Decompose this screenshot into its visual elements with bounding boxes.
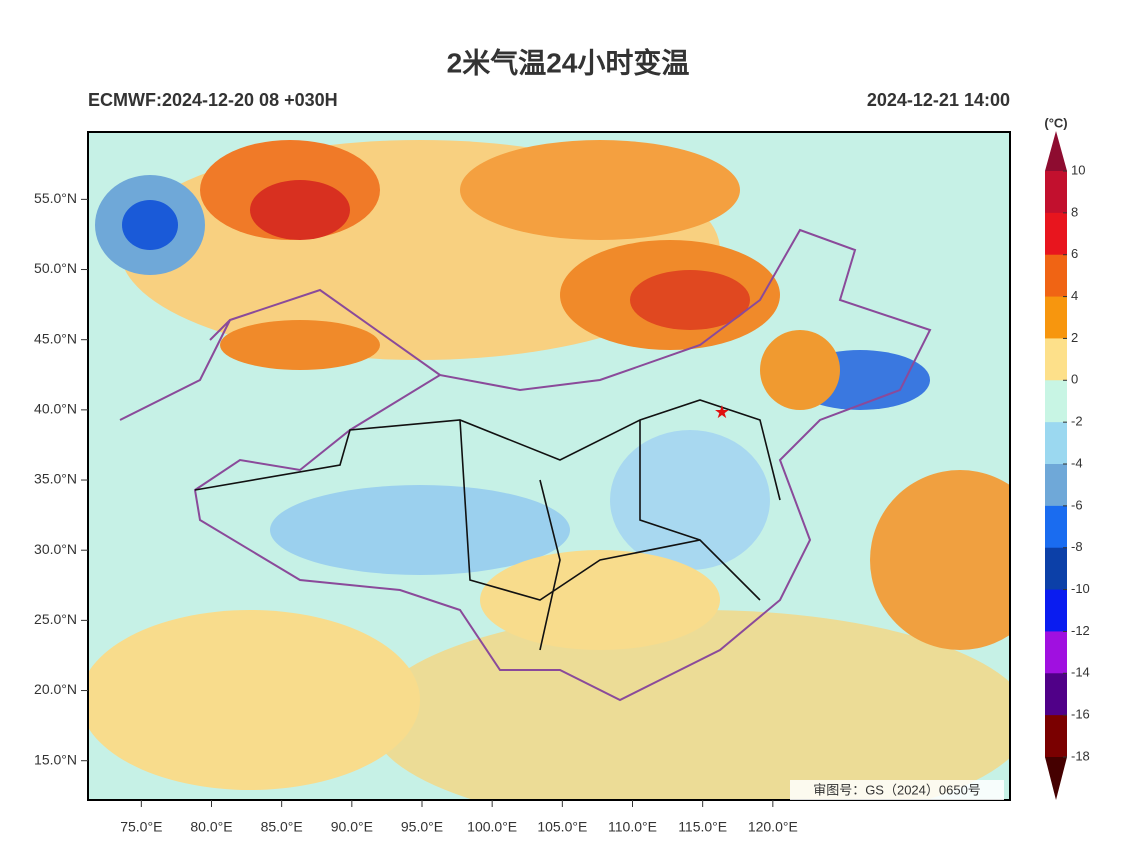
colorbar-segment [1045,505,1067,549]
colorbar-label: -16 [1071,707,1090,722]
review-box [790,780,1004,800]
colorbar-label: 10 [1071,162,1085,177]
colorbar-label: -6 [1071,497,1083,512]
review-number: 审图号：GS（2024）0650号 [813,782,981,797]
lon-tick-label: 80.0°E [190,819,232,835]
colorbar-label: -8 [1071,539,1083,554]
title: 2米气温24小时变温 [447,46,690,78]
subtitle-left: ECMWF:2024-12-20 08 +030H [88,90,338,110]
colorbar-segment [1045,631,1067,674]
lat-tick-label: 30.0°N [34,541,77,557]
lat-tick-label: 35.0°N [34,471,77,487]
lat-tick-label: 20.0°N [34,681,77,697]
colorbar-segment [1045,589,1067,632]
lon-tick-label: 110.0°E [608,819,657,835]
colorbar-unit: (°C) [1044,115,1067,130]
lat-tick-label: 50.0°N [34,260,77,276]
colorbar-segment [1045,338,1067,381]
colorbar-label: -14 [1071,665,1090,680]
colorbar-label: -12 [1071,623,1090,638]
subtitle-right: 2024-12-21 14:00 [867,90,1010,110]
colorbar-label: 4 [1071,288,1078,303]
colorbar-segment [1045,212,1067,256]
colorbar-label: -4 [1071,455,1083,470]
capital-marker: ★ [714,402,730,422]
lat-tick-label: 45.0°N [34,330,77,346]
colorbar-label: -2 [1071,414,1083,429]
lon-tick-label: 100.0°E [467,819,517,835]
map-frame [87,131,1011,801]
lat-tick-label: 55.0°N [34,190,77,206]
colorbar-segment [1045,254,1067,298]
lon-tick-label: 75.0°E [120,819,162,835]
colorbar-segment [1045,296,1067,339]
colorbar-label: -18 [1071,748,1090,763]
lat-tick-label: 25.0°N [34,611,77,627]
colorbar-label: 8 [1071,204,1078,219]
colorbar-segment [1045,171,1067,214]
lon-tick-label: 120.0°E [748,819,798,835]
colorbar-segment [1045,673,1067,716]
map-field: ★ [88,132,1010,800]
lat-tick-label: 40.0°N [34,401,77,417]
lon-tick-label: 85.0°E [261,819,303,835]
colorbar-label: 6 [1071,246,1078,261]
colorbar-segment [1045,547,1067,591]
colorbar-segment [1045,380,1067,423]
lon-tick-label: 90.0°E [331,819,373,835]
colorbar-end [1045,757,1067,800]
lon-tick-label: 95.0°E [401,819,443,835]
colorbar-segment [1045,715,1067,758]
colorbar-label: 0 [1071,372,1078,387]
colorbar-segment [1045,422,1067,465]
colorbar-end [1045,131,1067,171]
colorbar-label: 2 [1071,330,1078,345]
colorbar-label: -10 [1071,581,1090,596]
colorbar-segment [1045,464,1067,507]
lon-tick-label: 105.0°E [537,819,587,835]
lat-tick-label: 15.0°N [34,751,77,767]
lon-tick-label: 115.0°E [678,819,727,835]
